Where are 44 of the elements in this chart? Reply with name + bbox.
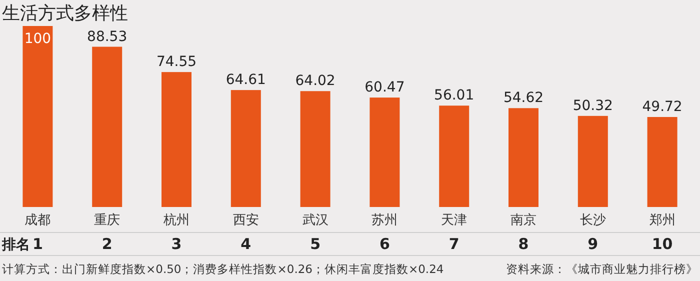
x-tick-label: 南京 [510,213,536,228]
data-label: 74.55 [156,54,197,70]
x-tick-label: 成都 [24,213,51,228]
data-label: 88.53 [87,28,128,45]
x-tick-label: 杭州 [162,213,190,228]
text: 资料来源：《城市商业魅力排行榜》 [506,262,698,276]
data-label: 100 [24,31,52,47]
bar [370,98,400,207]
bar [92,46,122,207]
text: 9 [588,235,598,253]
text: 4 [240,235,252,253]
data-label: 50.32 [572,98,613,114]
text: 排名 [1,237,30,253]
x-tick-label: 武汉 [302,213,328,228]
x-tick-label: 天津 [441,213,468,228]
text: 5 [310,235,321,253]
text: 10 [652,235,673,253]
x-tick-label: 长沙 [580,213,606,228]
text: 7 [448,235,460,253]
bar [647,117,678,207]
text: 3 [171,235,182,253]
text: 8 [518,235,529,253]
x-tick-label: 西安 [232,212,259,228]
x-tick-label: 苏州 [372,213,398,228]
bar [300,91,330,207]
data-label: 56.01 [434,88,474,104]
data-label: 54.62 [503,90,544,106]
bar [578,116,608,207]
text: 6 [379,235,390,253]
text: 2 [102,235,112,253]
bar [22,26,53,207]
text: 1 [32,235,43,253]
text: 计算方式：出门新鲜度指数×0.50；消费多样性指数×0.26；休闲丰富度指数×0.24 [2,262,444,276]
x-tick-label: 郑州 [649,213,676,228]
chart-title: 生活方式多样性 [2,3,128,24]
x-tick-label: 重庆 [94,213,120,228]
data-label: 64.61 [226,72,266,88]
bar [508,108,538,207]
data-label: 60.47 [364,80,405,96]
bar [162,72,192,207]
data-label: 49.72 [642,99,682,116]
bar [230,90,261,207]
data-label: 64.02 [295,73,336,90]
bar [439,106,470,207]
